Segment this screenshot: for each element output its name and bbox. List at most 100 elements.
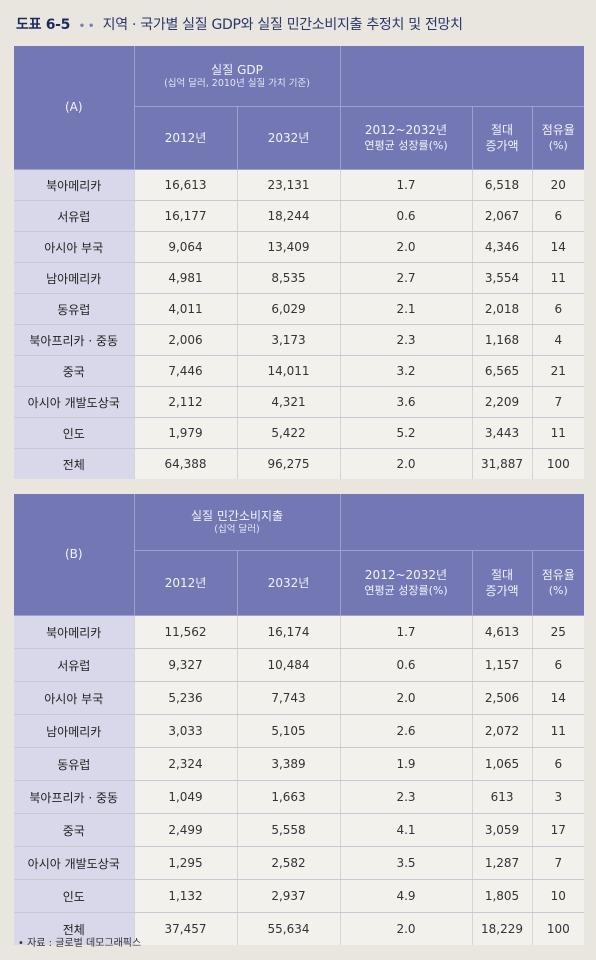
table-row: 아시아 부국 9,064 13,409 2.0 4,346 14 [14, 231, 585, 263]
col-header-growth-line1: 2012~2032년 [364, 568, 448, 583]
table-real-gdp: (A) 실질 GDP (십억 달러, 2010년 실질 가치 기준) 2012년… [14, 46, 585, 479]
group-header-subtitle: (십억 달러, 2010년 실질 가치 기준) [164, 77, 310, 89]
value-2032-cell: 2,937 [237, 879, 341, 913]
region-cell: 전체 [14, 912, 135, 945]
value-2012-cell: 1,132 [134, 879, 238, 913]
absolute-increase-cell: 2,506 [472, 681, 533, 715]
value-2032-cell: 3,173 [237, 324, 341, 356]
absolute-increase-cell: 1,168 [472, 324, 533, 356]
table-row: 북아메리카 16,613 23,131 1.7 6,518 20 [14, 169, 585, 201]
table-row: 남아메리카 4,981 8,535 2.7 3,554 11 [14, 262, 585, 294]
col-header-growth: 2012~2032년 연평균 성장률(%) [340, 550, 473, 616]
region-cell: 북아프리카 · 중동 [14, 780, 135, 814]
value-2032-cell: 96,275 [237, 448, 341, 479]
col-header-share: 점유율 (%) [532, 106, 585, 170]
table-row: 인도 1,132 2,937 4.9 1,805 10 [14, 879, 585, 913]
value-2012-cell: 4,011 [134, 293, 238, 325]
value-2012-cell: 16,177 [134, 200, 238, 232]
value-2032-cell: 5,558 [237, 813, 341, 847]
group-header: 실질 민간소비지출 (십억 달러) [134, 494, 341, 551]
share-cell: 4 [532, 324, 585, 356]
value-2012-cell: 37,457 [134, 912, 238, 945]
growth-rate-cell: 0.6 [340, 200, 473, 232]
col-header-growth-line1: 2012~2032년 [364, 123, 448, 138]
region-cell: 서유럽 [14, 648, 135, 682]
table-corner-label: (A) [14, 46, 135, 170]
title-bullet-dots: • • [78, 21, 95, 32]
value-2032-cell: 55,634 [237, 912, 341, 945]
share-cell: 20 [532, 169, 585, 201]
absolute-increase-cell: 1,157 [472, 648, 533, 682]
value-2012-cell: 16,613 [134, 169, 238, 201]
col-header-2012: 2012년 [134, 106, 238, 170]
value-2012-cell: 9,327 [134, 648, 238, 682]
absolute-increase-cell: 1,805 [472, 879, 533, 913]
group-header-title: 실질 GDP [211, 62, 263, 77]
growth-rate-cell: 2.3 [340, 324, 473, 356]
absolute-increase-cell: 4,346 [472, 231, 533, 263]
growth-rate-cell: 5.2 [340, 417, 473, 449]
table-row: 북아프리카 · 중동 2,006 3,173 2.3 1,168 4 [14, 324, 585, 356]
growth-rate-cell: 3.2 [340, 355, 473, 387]
growth-rate-cell: 0.6 [340, 648, 473, 682]
growth-rate-cell: 1.7 [340, 169, 473, 201]
value-2012-cell: 2,499 [134, 813, 238, 847]
value-2012-cell: 9,064 [134, 231, 238, 263]
table-row: 아시아 부국 5,236 7,743 2.0 2,506 14 [14, 681, 585, 715]
value-2012-cell: 5,236 [134, 681, 238, 715]
absolute-increase-cell: 3,443 [472, 417, 533, 449]
absolute-increase-cell: 2,209 [472, 386, 533, 418]
col-header-increase-line1: 절대 [490, 122, 514, 137]
value-2012-cell: 64,388 [134, 448, 238, 479]
share-cell: 6 [532, 200, 585, 232]
growth-rate-cell: 2.0 [340, 448, 473, 479]
region-cell: 아시아 개발도상국 [14, 386, 135, 418]
growth-rate-cell: 3.5 [340, 846, 473, 880]
growth-rate-cell: 4.1 [340, 813, 473, 847]
table-row: 남아메리카 3,033 5,105 2.6 2,072 11 [14, 714, 585, 748]
region-cell: 서유럽 [14, 200, 135, 232]
value-2012-cell: 1,049 [134, 780, 238, 814]
share-cell: 11 [532, 417, 585, 449]
value-2032-cell: 16,174 [237, 615, 341, 649]
value-2032-cell: 4,321 [237, 386, 341, 418]
share-cell: 7 [532, 386, 585, 418]
table-row: 동유럽 4,011 6,029 2.1 2,018 6 [14, 293, 585, 325]
share-cell: 7 [532, 846, 585, 880]
absolute-increase-cell: 2,072 [472, 714, 533, 748]
value-2012-cell: 2,324 [134, 747, 238, 781]
region-cell: 아시아 부국 [14, 681, 135, 715]
region-cell: 인도 [14, 879, 135, 913]
region-cell: 인도 [14, 417, 135, 449]
share-cell: 100 [532, 448, 585, 479]
group-header-subtitle: (십억 달러) [214, 523, 260, 535]
absolute-increase-cell: 4,613 [472, 615, 533, 649]
absolute-increase-cell: 18,229 [472, 912, 533, 945]
share-cell: 3 [532, 780, 585, 814]
region-cell: 아시아 부국 [14, 231, 135, 263]
source-note: • 자료 : 글로벌 데모그래픽스 [18, 938, 142, 949]
col-header-share-line1: 점유율 [541, 568, 575, 583]
absolute-increase-cell: 613 [472, 780, 533, 814]
growth-rate-cell: 1.9 [340, 747, 473, 781]
absolute-increase-cell: 2,018 [472, 293, 533, 325]
share-cell: 25 [532, 615, 585, 649]
value-2012-cell: 2,006 [134, 324, 238, 356]
share-cell: 6 [532, 293, 585, 325]
growth-rate-cell: 2.1 [340, 293, 473, 325]
region-cell: 남아메리카 [14, 714, 135, 748]
share-cell: 14 [532, 681, 585, 715]
growth-rate-cell: 1.7 [340, 615, 473, 649]
table-row: 서유럽 16,177 18,244 0.6 2,067 6 [14, 200, 585, 232]
col-header-increase-line1: 절대 [490, 567, 514, 582]
table-row: 서유럽 9,327 10,484 0.6 1,157 6 [14, 648, 585, 682]
value-2032-cell: 7,743 [237, 681, 341, 715]
col-header-growth-line2: 연평균 성장률(%) [364, 138, 448, 152]
value-2032-cell: 5,422 [237, 417, 341, 449]
growth-rate-cell: 2.7 [340, 262, 473, 294]
figure-number: 도표 6-5 [16, 17, 71, 33]
value-2032-cell: 10,484 [237, 648, 341, 682]
col-header-increase-line2: 증가액 [485, 139, 519, 153]
value-2032-cell: 14,011 [237, 355, 341, 387]
value-2032-cell: 8,535 [237, 262, 341, 294]
